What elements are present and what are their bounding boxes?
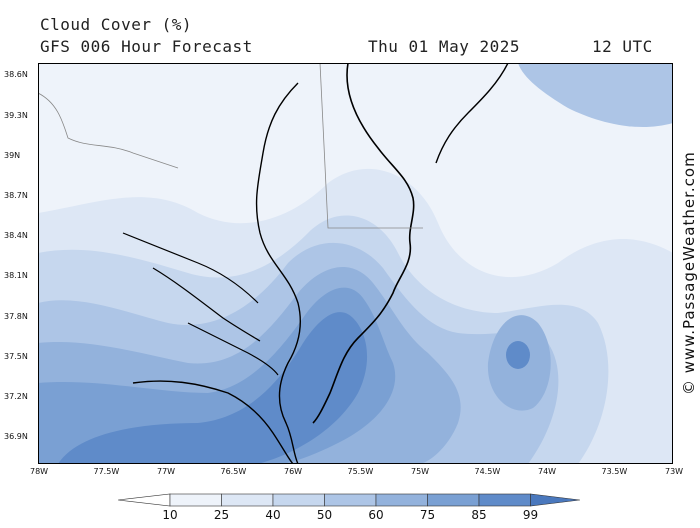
latitude-label: 39.3N — [4, 111, 28, 120]
longitude-label: 73.5W — [601, 467, 628, 476]
rappahannock-river — [152, 267, 261, 342]
cloud-band-level-6 — [58, 312, 368, 464]
forecast-subtitle: GFS 006 Hour Forecast — [40, 37, 253, 56]
longitude-label: 75W — [411, 467, 430, 476]
longitude-label: 76W — [284, 467, 303, 476]
longitude-label: 73W — [665, 467, 684, 476]
legend-segment — [478, 493, 531, 507]
longitude-label: 74W — [538, 467, 557, 476]
latitude-label: 38.6N — [4, 70, 28, 79]
cloud-patch-northeast — [518, 63, 673, 128]
longitude-label: 75.5W — [347, 467, 374, 476]
state-boundary — [319, 62, 423, 229]
legend-tick-label: 85 — [471, 508, 487, 522]
color-legend: 10 25 40 50 60 75 85 99 — [117, 492, 581, 528]
forecast-time: 12 UTC — [592, 37, 653, 56]
legend-tick-label: 25 — [213, 508, 230, 522]
longitude-label: 77W — [157, 467, 176, 476]
cloud-cover-map: 38.6N 39.3N 39N 38.7N 38.4N 38.1N 37.8N 37.5N 37… — [4, 62, 683, 476]
latitude-label: 38.4N — [4, 231, 28, 240]
legend-tick-label: 40 — [265, 508, 281, 522]
latitude-label: 36.9N — [4, 432, 28, 441]
longitude-label: 74.5W — [474, 467, 501, 476]
legend-tick-label: 10 — [162, 508, 178, 522]
cloud-patch-offshore-core — [506, 341, 530, 369]
legend-high-arrow — [530, 493, 581, 507]
legend-tick-label: 60 — [368, 508, 384, 522]
western-shore — [132, 380, 294, 465]
legend-bar — [117, 493, 581, 507]
latitude-label: 37.2N — [4, 392, 28, 401]
latitude-label: 37.8N — [4, 312, 28, 321]
forecast-date: Thu 01 May 2025 — [368, 37, 520, 56]
latitude-label: 38.7N — [4, 191, 28, 200]
potomac-river — [122, 232, 259, 304]
state-boundary-west — [37, 92, 179, 169]
longitude-label: 76.5W — [220, 467, 247, 476]
map-frame — [38, 63, 673, 464]
latitude-label: 37.5N — [4, 352, 28, 361]
york-river — [187, 322, 279, 376]
coastline — [312, 62, 415, 424]
legend-segment — [169, 493, 222, 507]
chesapeake-shore — [255, 82, 301, 465]
legend-segment — [221, 493, 274, 507]
legend-tick-label: 50 — [316, 508, 333, 522]
map-title: Cloud Cover (%) — [40, 15, 192, 34]
legend-segment — [272, 493, 325, 507]
legend-tick-label: 75 — [419, 508, 436, 522]
legend-segment — [427, 493, 480, 507]
longitude-label: 78W — [30, 467, 49, 476]
credit-text: © www.PassageWeather.com — [680, 151, 698, 395]
latitude-label: 38.1N — [4, 271, 28, 280]
new-jersey-coast — [435, 62, 509, 164]
longitude-label: 77.5W — [93, 467, 120, 476]
legend-segment — [324, 493, 377, 507]
legend-low-arrow — [117, 493, 171, 507]
legend-segment — [375, 493, 428, 507]
map-canvas — [37, 62, 673, 465]
latitude-label: 39N — [4, 151, 21, 160]
legend-tick-label: 99 — [522, 508, 539, 522]
